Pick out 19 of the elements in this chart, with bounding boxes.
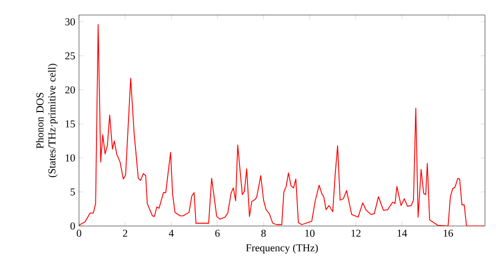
x-tick-label: 6 — [215, 230, 220, 237]
y-tick-label: 25 — [65, 52, 75, 60]
y-tick-label: 10 — [66, 154, 75, 162]
y-tick-label: 30 — [65, 18, 75, 26]
x-tick-label: 16 — [444, 230, 454, 237]
x-axis-title: Frequency (THz) — [246, 244, 318, 254]
x-tick-label: 14 — [398, 230, 408, 237]
y-tick-label: 5 — [70, 188, 75, 196]
x-tick-label: 8 — [261, 230, 266, 237]
x-tick-label: 0 — [76, 230, 82, 237]
x-tick-label: 2 — [122, 230, 128, 237]
y-tick-label: 0 — [70, 222, 75, 230]
y-tick-label: 15 — [66, 120, 75, 128]
y-axis-title: Phonon DOS (States/THz·primitive cell) — [36, 64, 58, 178]
x-tick-label: 12 — [351, 230, 360, 237]
x-tick-label: 10 — [305, 230, 315, 237]
x-tick-label: 4 — [168, 230, 174, 237]
line-series — [79, 24, 484, 226]
y-tick-label: 20 — [65, 86, 75, 94]
